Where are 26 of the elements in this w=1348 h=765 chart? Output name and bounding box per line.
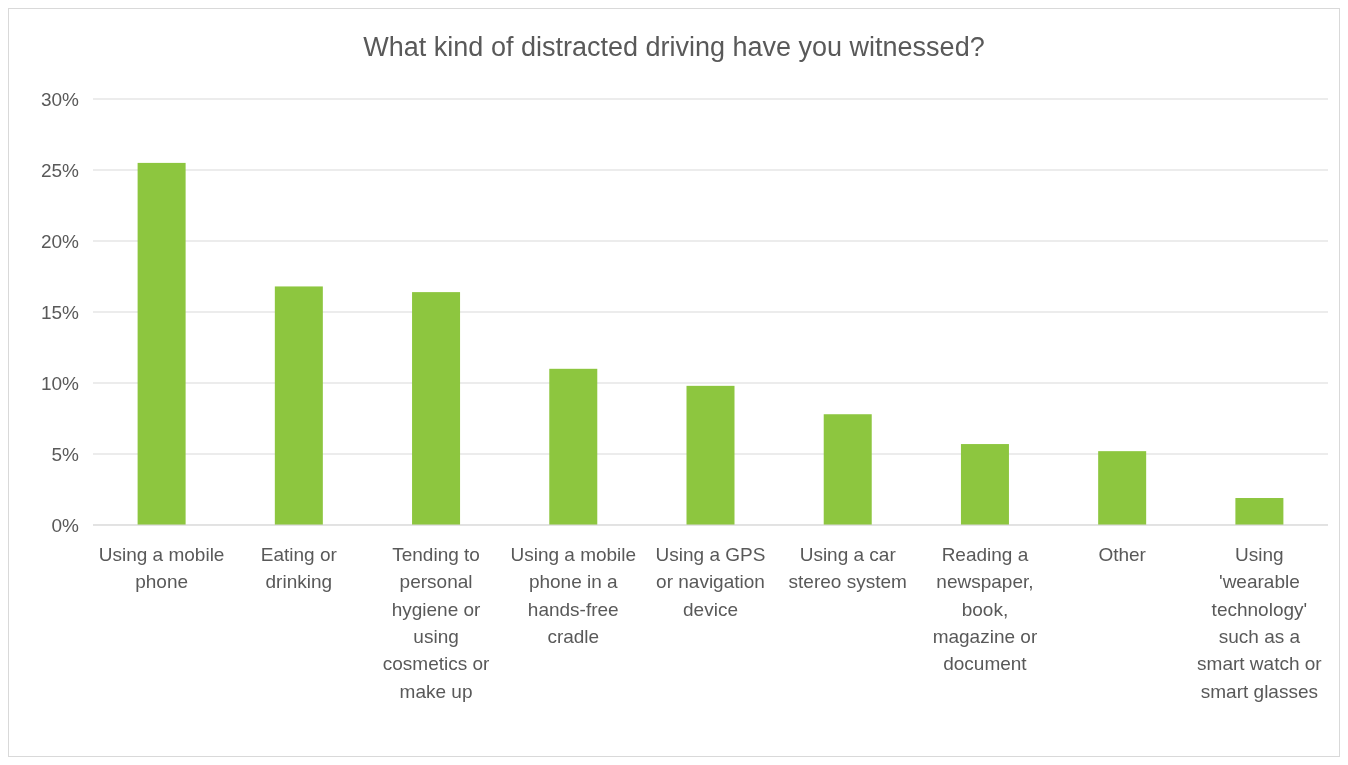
x-tick-label: Reading a newspaper, book, magazine or document <box>932 544 1038 675</box>
x-tick-label: Using a mobile phone in a hands-free cradle <box>510 544 637 647</box>
bar <box>1235 498 1284 525</box>
bar <box>960 444 1009 525</box>
x-tick-label: Eating or drinking <box>260 544 338 593</box>
x-tick-label: Using a mobile phone <box>98 544 225 593</box>
bar <box>274 286 323 525</box>
bar <box>412 292 461 525</box>
y-tick-label: 30% <box>40 88 80 110</box>
bar <box>1098 451 1147 525</box>
y-tick-label: 5% <box>51 443 80 465</box>
bar <box>823 414 872 525</box>
y-tick-label: 20% <box>40 230 80 252</box>
y-tick-label: 10% <box>40 372 80 394</box>
x-tick-label: Using a car stereo system <box>788 544 907 593</box>
x-tick-label: Using 'wearable technology' such as a smart watch or smart glasses <box>1197 544 1323 702</box>
bar <box>137 162 186 525</box>
y-tick-label: 0% <box>51 514 80 536</box>
x-tick-label: Using a GPS or navigation device <box>655 544 766 620</box>
chart-title: What kind of distracted driving have you witnessed? <box>363 32 985 62</box>
bar <box>686 385 735 525</box>
y-tick-label: 15% <box>40 301 80 323</box>
x-tick-label: Other <box>1098 544 1147 565</box>
x-tick-label: Tending to personal hygiene or using cosmetics or make up <box>382 544 491 702</box>
y-tick-label: 25% <box>40 159 80 181</box>
bar <box>549 368 598 525</box>
